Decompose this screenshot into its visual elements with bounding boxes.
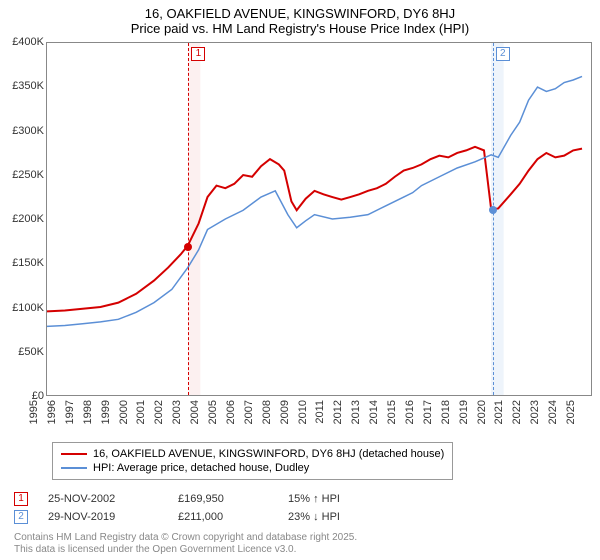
legend-box: 16, OAKFIELD AVENUE, KINGSWINFORD, DY6 8… [52,442,453,480]
footer-line2: This data is licensed under the Open Gov… [14,544,357,556]
legend-swatch [61,467,87,469]
event-delta: 23% ↓ HPI [288,511,340,523]
footer-line1: Contains HM Land Registry data © Crown c… [14,532,357,544]
title-line1: 16, OAKFIELD AVENUE, KINGSWINFORD, DY6 8… [0,6,600,21]
marker-dot-2 [489,206,497,214]
x-tick-label: 2025 [565,400,600,424]
legend-item: 16, OAKFIELD AVENUE, KINGSWINFORD, DY6 8… [61,447,444,461]
event-marker-box: 1 [14,492,28,506]
event-price: £169,950 [178,493,268,505]
event-row: 1 25-NOV-2002 £169,950 15% ↑ HPI [14,490,340,508]
legend-label: HPI: Average price, detached house, Dudl… [93,462,309,474]
event-marker-box: 2 [14,510,28,524]
y-tick-label: £150K [0,257,44,269]
marker-label-2: 2 [496,47,510,61]
y-tick-label: £400K [0,36,44,48]
y-tick-label: £300K [0,125,44,137]
x-axis-ticks: 1995199619971998199920002001200220032004… [46,396,592,436]
y-tick-label: £350K [0,80,44,92]
legend-item: HPI: Average price, detached house, Dudl… [61,461,444,475]
y-tick-label: £200K [0,213,44,225]
chart-title-block: 16, OAKFIELD AVENUE, KINGSWINFORD, DY6 8… [0,0,600,38]
y-tick-label: £250K [0,169,44,181]
event-price: £211,000 [178,511,268,523]
line-series-svg [47,43,591,395]
event-table: 1 25-NOV-2002 £169,950 15% ↑ HPI 2 29-NOV-201… [14,490,340,526]
footer-attribution: Contains HM Land Registry data © Crown c… [14,532,357,556]
event-row: 2 29-NOV-2019 £211,000 23% ↓ HPI [14,508,340,526]
marker-dot-1 [184,243,192,251]
marker-label-1: 1 [191,47,205,61]
legend-label: 16, OAKFIELD AVENUE, KINGSWINFORD, DY6 8… [93,448,444,460]
chart-area: £0£50K£100K£150K£200K£250K£300K£350K£400… [0,38,600,438]
legend-swatch [61,453,87,455]
y-tick-label: £100K [0,302,44,314]
marker-line-2 [493,43,494,395]
plot-region: 12 [46,42,592,396]
title-line2: Price paid vs. HM Land Registry's House … [0,21,600,36]
event-date: 29-NOV-2019 [48,511,158,523]
marker-line-1 [188,43,189,395]
event-date: 25-NOV-2002 [48,493,158,505]
y-tick-label: £50K [0,346,44,358]
event-delta: 15% ↑ HPI [288,493,340,505]
